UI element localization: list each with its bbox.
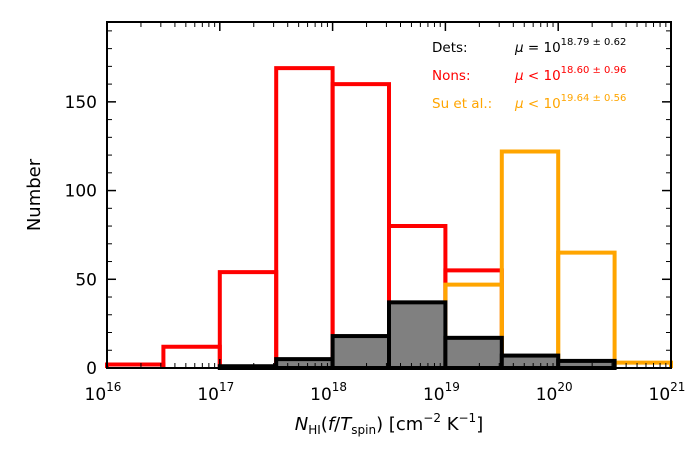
x-tick-label-17: 1017 xyxy=(197,380,234,405)
x-tick-exponent-21: 21 xyxy=(670,380,685,394)
y-tick-label-150: 150 xyxy=(65,93,97,113)
histogram-bars xyxy=(105,66,673,371)
xlabel-hi-sub: HI xyxy=(308,423,321,437)
bar-dets-5 xyxy=(387,300,448,371)
x-tick-exponent-18: 18 xyxy=(332,380,347,394)
xlabel-paren-open: ( xyxy=(321,414,328,435)
legend-mu-nons: μ xyxy=(514,68,524,84)
y-tick-label-0: 0 xyxy=(86,359,97,379)
bar-su-et-al-7 xyxy=(499,149,561,368)
xlabel-bracket-close: ] xyxy=(476,414,483,435)
bar-dets-8 xyxy=(556,358,617,370)
legend-formula-su-et-al: μ < 1019.64 ± 0.56 xyxy=(514,93,626,112)
legend-exp-su-et-al: 19.64 ± 0.56 xyxy=(561,93,627,104)
legend-label-dets: Dets: xyxy=(432,40,468,56)
bar-dets-3 xyxy=(274,357,335,370)
legend-formula-dets: μ = 1018.79 ± 0.62 xyxy=(514,37,626,56)
x-tick-label-16: 1016 xyxy=(85,380,122,405)
bar-nons-3 xyxy=(274,66,335,368)
legend-rel-dets: = 10 xyxy=(524,40,561,56)
legend-formula-nons: μ < 1018.60 ± 0.96 xyxy=(514,65,626,84)
plot-frame xyxy=(106,21,672,369)
x-tick-label-21: 1021 xyxy=(649,380,686,405)
y-axis-label: Number xyxy=(24,158,45,231)
bar-dets-7 xyxy=(499,353,561,371)
legend-label-nons: Nons: xyxy=(432,68,471,84)
xlabel-spin-sub: spin xyxy=(351,423,376,437)
x-tick-label-18: 1018 xyxy=(310,380,347,405)
xlabel-t: T xyxy=(340,414,353,435)
x-tick-label-20: 1020 xyxy=(536,380,573,405)
xlabel-n: N xyxy=(295,414,308,435)
legend-mu-dets: μ xyxy=(514,40,524,56)
bar-nons-4 xyxy=(330,82,391,368)
x-tick-exponent-19: 19 xyxy=(445,380,460,394)
legend-label-su-et-al: Su et al.: xyxy=(432,96,492,112)
x-tick-exponent-20: 20 xyxy=(557,380,572,394)
bar-su-et-al-8 xyxy=(556,250,617,368)
x-tick-label-19: 1019 xyxy=(423,380,460,405)
legend-rel-nons: < 10 xyxy=(524,68,561,84)
legend-exp-dets: 18.79 ± 0.62 xyxy=(561,37,627,48)
y-tick-label-50: 50 xyxy=(75,270,97,290)
xlabel-unit-k: K xyxy=(441,414,460,435)
bar-nons-1 xyxy=(161,344,222,368)
bar-dets-6 xyxy=(443,335,504,371)
bar-dets-4 xyxy=(330,334,392,370)
y-tick-label-100: 100 xyxy=(65,182,97,202)
legend-exp-nons: 18.60 ± 0.96 xyxy=(561,65,627,76)
x-tick-exponent-17: 17 xyxy=(219,380,234,394)
xlabel-unit-cm: ) [cm xyxy=(376,414,423,435)
xlabel-f: f xyxy=(328,414,337,435)
legend-rel-su-et-al: < 10 xyxy=(524,96,561,112)
legend-mu-su-et-al: μ xyxy=(514,96,524,112)
xlabel-exp-1: −1 xyxy=(459,411,477,425)
xlabel-exp-2: −2 xyxy=(423,411,441,425)
axis-ticks: 0 50 100 150 1016 1017 1018 1019 1020 1021 xyxy=(65,22,686,405)
x-tick-exponent-16: 16 xyxy=(106,380,121,394)
x-axis-label: NHI(f/Tspin) [cm−2 K−1] xyxy=(295,411,483,437)
xlabel-slash: / xyxy=(334,414,341,435)
bar-nons-2 xyxy=(217,270,279,368)
